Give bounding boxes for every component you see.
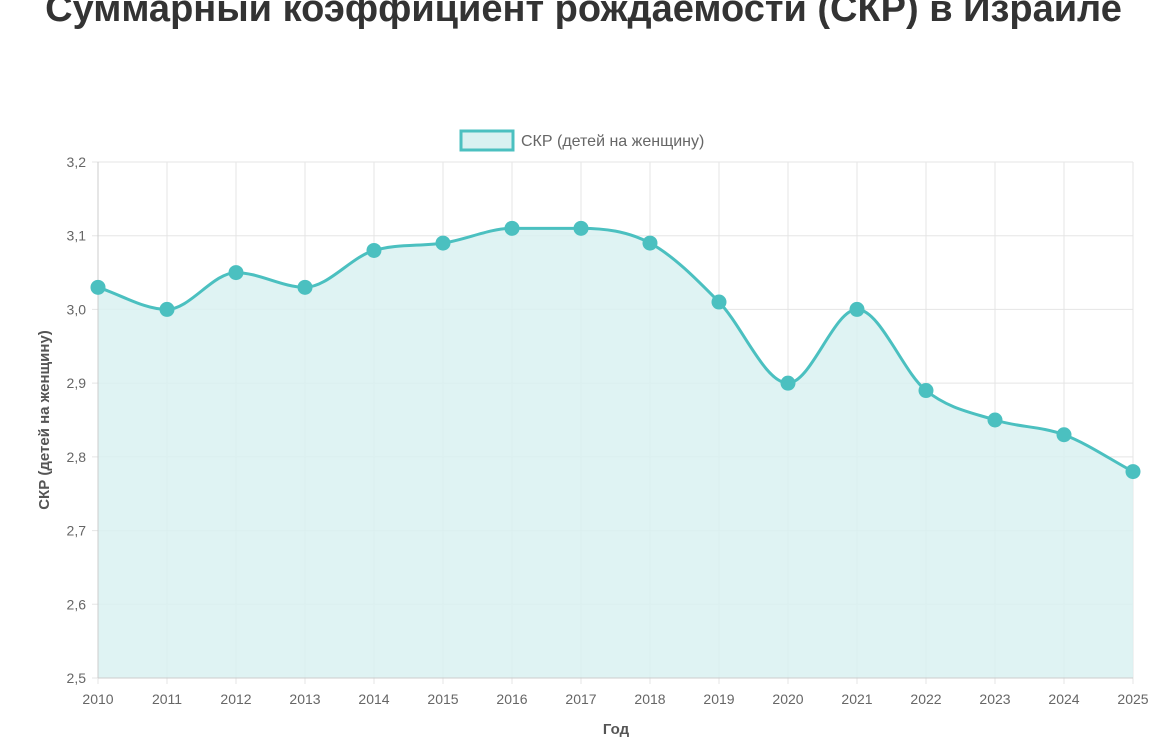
y-axis-title: СКР (детей на женщину): [36, 330, 53, 510]
data-point: [90, 279, 106, 295]
data-point: [1125, 464, 1141, 480]
x-tick-label: 2016: [496, 691, 527, 707]
x-tick-label: 2010: [82, 691, 113, 707]
x-tick-label: 2021: [841, 691, 872, 707]
x-tick-label: 2023: [979, 691, 1010, 707]
data-point: [642, 235, 658, 251]
x-tick-label: 2017: [565, 691, 596, 707]
x-tick-label: 2024: [1048, 691, 1079, 707]
x-tick-label: 2011: [152, 691, 182, 707]
data-point: [366, 242, 382, 258]
y-tick-label: 2,8: [67, 449, 87, 465]
legend-label: СКР (детей на женщину): [521, 133, 704, 150]
legend-swatch: [459, 129, 515, 152]
series-line: [97, 226, 1134, 473]
data-point: [504, 220, 520, 236]
x-tick-label: 2012: [220, 691, 251, 707]
data-point: [435, 235, 451, 251]
x-tick-label: 2014: [358, 691, 389, 707]
data-point: [159, 301, 175, 317]
data-point: [297, 279, 313, 295]
y-tick-label: 3,2: [67, 154, 87, 170]
chart-title: Суммарный коэффициент рождаемости (СКР) …: [45, 0, 1122, 30]
data-point: [228, 265, 244, 281]
x-tick-label: 2022: [910, 691, 941, 707]
x-tick-label: 2025: [1117, 691, 1148, 707]
x-tick-label: 2015: [427, 691, 458, 707]
data-point: [987, 412, 1003, 428]
data-point: [918, 383, 934, 399]
data-points: [90, 220, 1141, 480]
data-point: [780, 375, 796, 391]
tick-labels: 2,5 2,6 2,7 2,8 2,9 3,0 3,1 3,2 2010 2011 2012 2013…: [67, 154, 1149, 707]
x-axis-title: Год: [603, 721, 630, 738]
area-fill: [98, 228, 1133, 678]
y-tick-label: 2,6: [67, 596, 87, 612]
data-point: [1056, 427, 1072, 443]
x-tick-label: 2018: [634, 691, 665, 707]
axes: [97, 162, 1133, 679]
y-tick-label: 2,5: [67, 670, 87, 686]
y-tick-label: 3,1: [67, 228, 87, 244]
x-tick-label: 2013: [289, 691, 320, 707]
data-point: [573, 220, 589, 236]
y-tick-label: 3,0: [67, 301, 87, 317]
data-point: [711, 294, 727, 310]
y-tick-label: 2,9: [67, 375, 87, 391]
y-tick-label: 2,7: [67, 523, 87, 539]
legend[interactable]: СКР (детей на женщину): [459, 129, 704, 152]
data-point: [849, 301, 865, 317]
x-tick-label: 2019: [703, 691, 734, 707]
x-tick-label: 2020: [772, 691, 803, 707]
